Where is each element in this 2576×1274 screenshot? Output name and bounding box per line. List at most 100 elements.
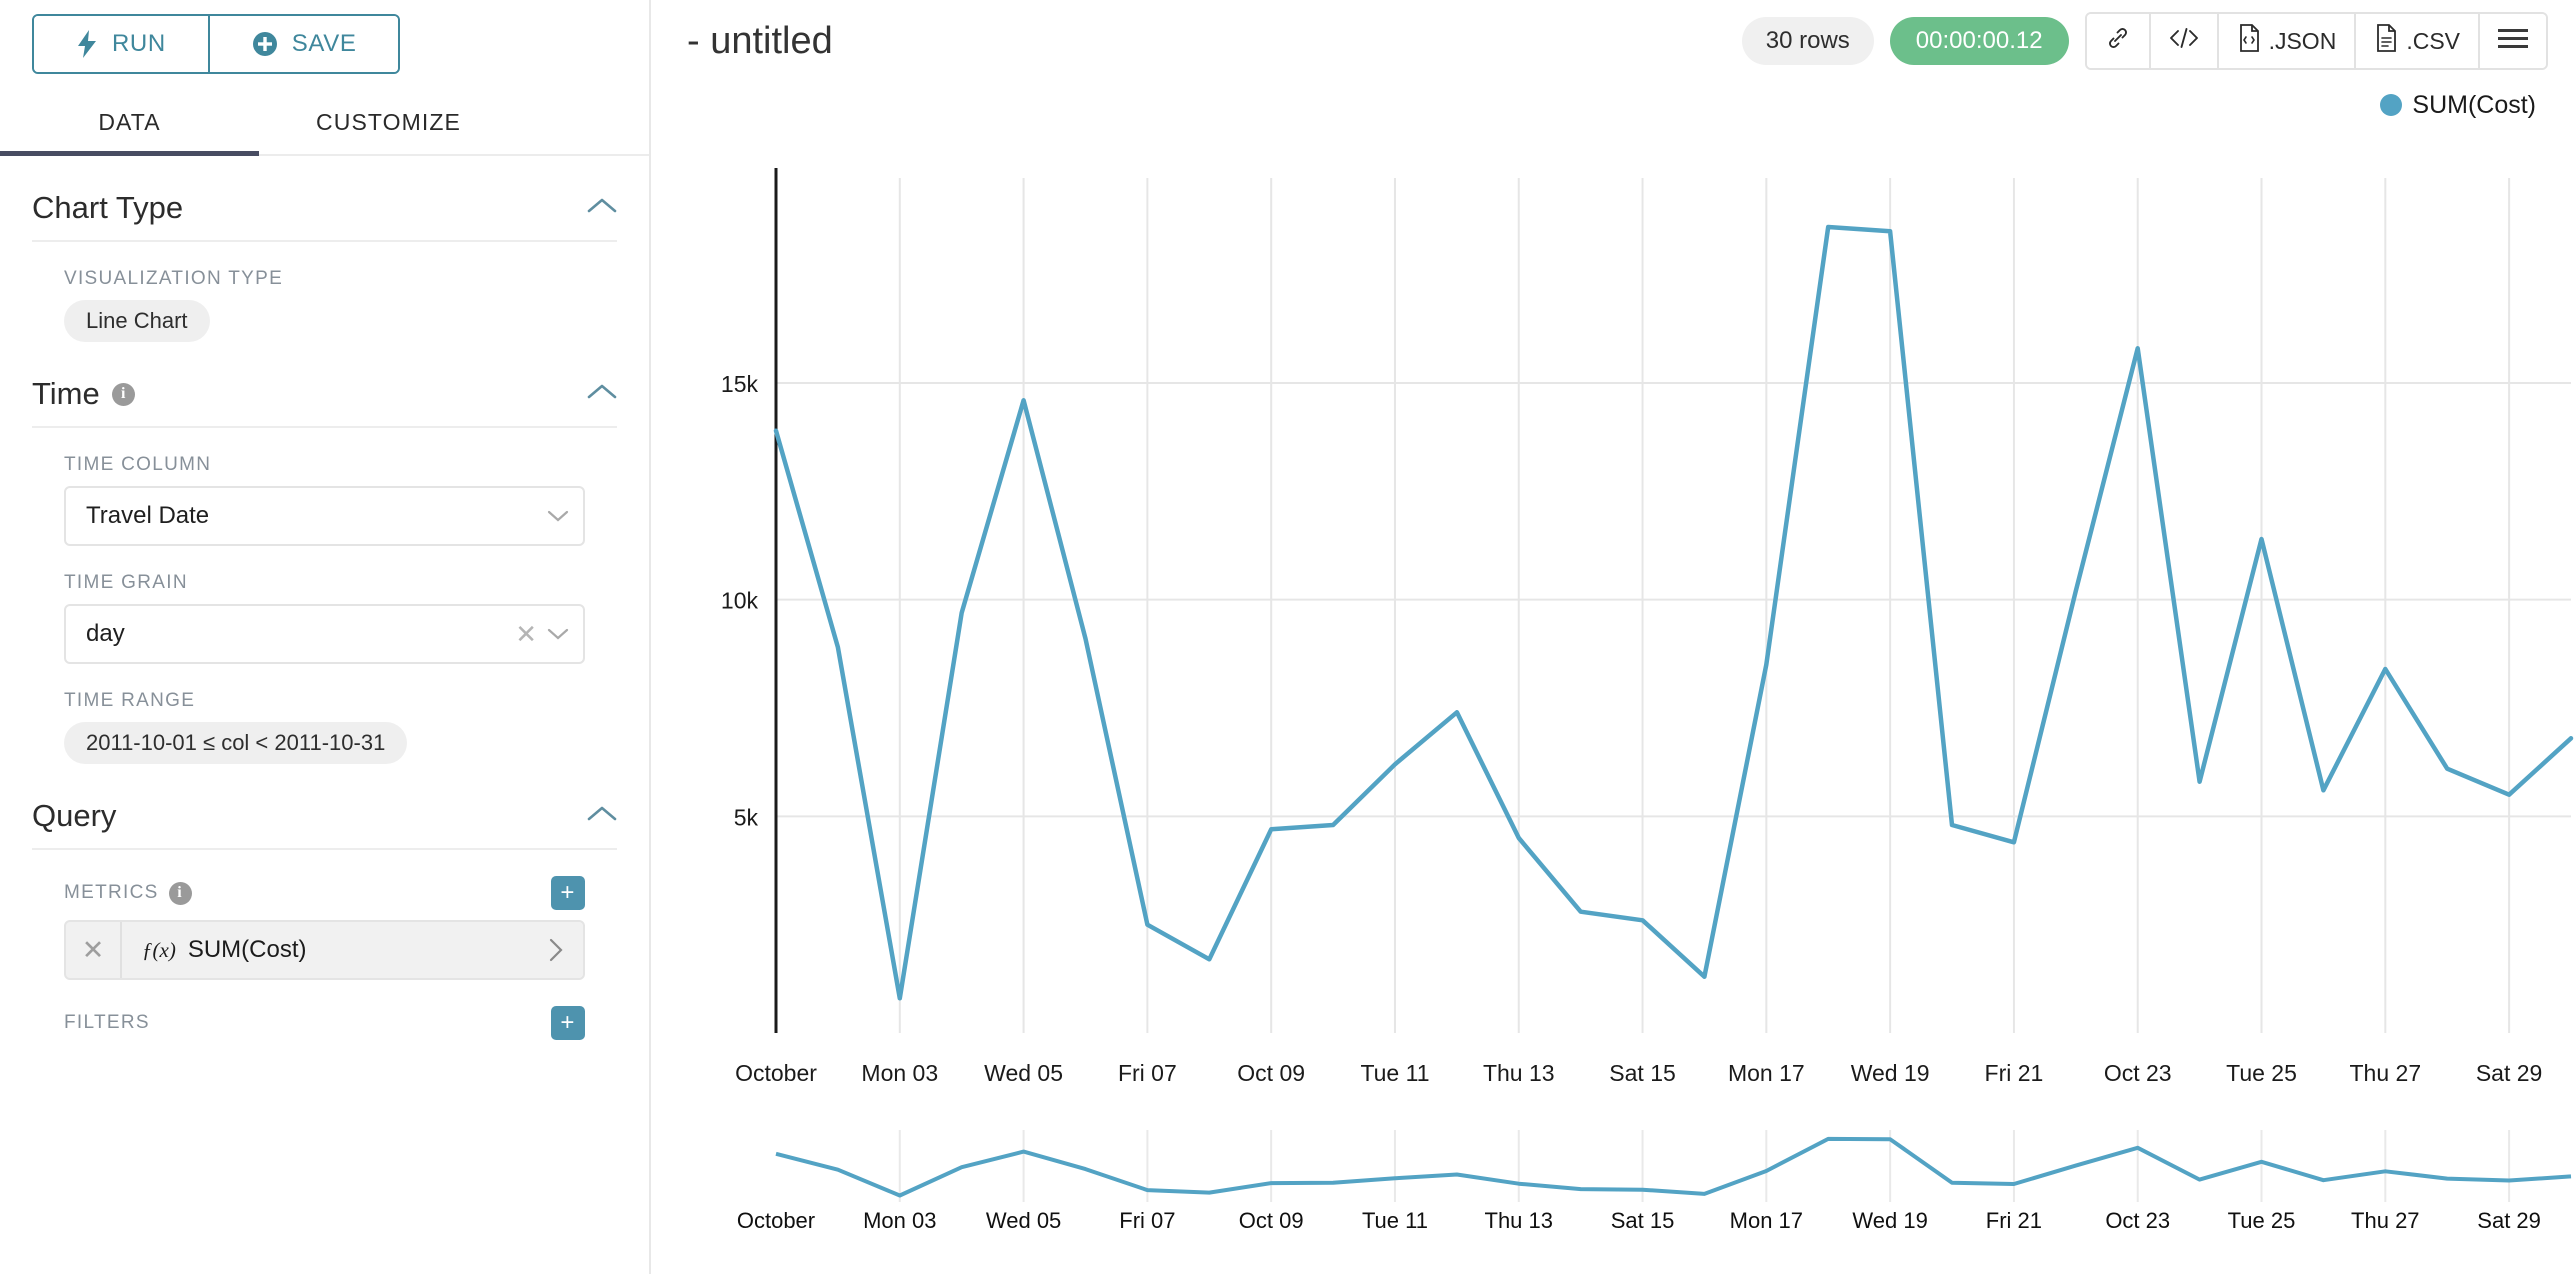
section-query-title: Query	[32, 798, 117, 833]
filters-label-row: FILTERS +	[64, 1006, 585, 1040]
x-axis-tick-label: October	[735, 1060, 817, 1086]
lightning-bolt-icon	[76, 30, 98, 58]
brush-x-axis-tick-label: Oct 23	[2105, 1208, 2170, 1233]
page-title[interactable]: - untitled	[687, 19, 833, 62]
x-axis-tick-label: Tue 25	[2226, 1060, 2297, 1086]
share-link-button[interactable]	[2086, 14, 2149, 68]
time-range-field: TIME RANGE 2011-10-01 ≤ col < 2011-10-31	[32, 664, 617, 764]
x-axis-tick-label: Oct 09	[1237, 1060, 1305, 1086]
export-json-button[interactable]: .JSON	[2216, 14, 2355, 68]
x-axis-tick-label: Sat 15	[1609, 1060, 1676, 1086]
run-button-label: RUN	[112, 30, 166, 57]
brush-x-axis-tick-label: October	[737, 1208, 815, 1233]
brush-x-axis-tick-label: Thu 13	[1485, 1208, 1554, 1233]
brush-mini-chart[interactable]: October Mon 03 Wed 05 Fri 07 Oct 09 Tue 11 Thu…	[651, 1128, 2576, 1245]
data-line-sum-cost[interactable]	[773, 224, 2574, 1001]
section-query-header[interactable]: Query	[32, 764, 617, 850]
export-csv-button[interactable]: .CSV	[2354, 14, 2478, 68]
metric-value: SUM(Cost)	[187, 936, 307, 963]
brush-x-axis-tick-label: Mon 17	[1730, 1208, 1803, 1233]
brush-x-axis-tick-label: Thu 27	[2351, 1208, 2420, 1233]
brush-chart-svg[interactable]: October Mon 03 Wed 05 Fri 07 Oct 09 Tue 11 Thu…	[651, 1128, 2576, 1240]
line-chart-plot[interactable]: 5k 10k 15k October Mon 03 Wed 05 Fri 07 Oct 09 T…	[651, 128, 2576, 1128]
filters-field: FILTERS +	[32, 980, 617, 1040]
info-icon[interactable]: i	[111, 382, 135, 406]
query-duration-badge: 00:00:00.12	[1889, 17, 2069, 65]
chart-header-actions: 30 rows 00:00:00.12	[1741, 12, 2548, 70]
filters-label: FILTERS	[64, 1012, 150, 1033]
clear-icon[interactable]: ✕	[515, 618, 537, 649]
section-chart-type-title: Chart Type	[32, 190, 184, 225]
time-column-select[interactable]: Travel Date	[64, 486, 585, 546]
brush-x-axis-tick-label: Mon 03	[863, 1208, 936, 1233]
legend-label: SUM(Cost)	[2412, 90, 2536, 119]
info-icon[interactable]: i	[168, 881, 192, 905]
remove-metric-icon[interactable]: ✕	[66, 922, 122, 978]
run-button[interactable]: RUN	[34, 16, 208, 72]
save-button-label: SAVE	[291, 30, 357, 57]
code-icon	[2169, 26, 2199, 56]
x-axis-tick-label: Fri 07	[1118, 1060, 1177, 1086]
brush-x-axis-tick-label: Sat 15	[1611, 1208, 1675, 1233]
tab-customize[interactable]: CUSTOMIZE	[259, 98, 518, 154]
brush-x-axis-tick-label: Fri 21	[1986, 1208, 2042, 1233]
chevron-right-icon[interactable]	[529, 922, 583, 978]
brush-x-axis-tick-label: Fri 07	[1119, 1208, 1175, 1233]
add-filter-button[interactable]: +	[551, 1006, 585, 1040]
time-grain-label: TIME GRAIN	[64, 572, 188, 593]
section-time-title: Time	[32, 376, 100, 411]
brush-data-line[interactable]	[775, 1136, 2572, 1198]
row-count-badge: 30 rows	[1741, 17, 1874, 65]
hamburger-menu-icon	[2498, 27, 2528, 55]
view-query-button[interactable]	[2148, 14, 2217, 68]
chevron-up-icon[interactable]	[587, 383, 617, 406]
tab-data[interactable]: DATA	[0, 98, 259, 156]
section-chart-type-header[interactable]: Chart Type	[32, 156, 617, 242]
chevron-up-icon[interactable]	[587, 805, 617, 828]
brush-x-axis-tick-label: Tue 11	[1362, 1208, 1428, 1233]
chevron-up-icon[interactable]	[587, 197, 617, 220]
y-axis-tick-label: 5k	[734, 804, 759, 830]
more-options-button[interactable]	[2478, 14, 2546, 68]
x-axis-tick-label: Mon 17	[1728, 1060, 1805, 1086]
y-axis-tick-label: 10k	[721, 588, 759, 614]
export-csv-label: .CSV	[2406, 27, 2460, 54]
x-axis-tick-label: Tue 11	[1360, 1060, 1429, 1086]
line-chart-svg[interactable]: 5k 10k 15k October Mon 03 Wed 05 Fri 07 Oct 09 T…	[651, 128, 2576, 1128]
plus-circle-icon	[252, 31, 278, 57]
export-json-label: .JSON	[2268, 27, 2337, 54]
visualization-type-value[interactable]: Line Chart	[64, 300, 210, 342]
chevron-down-icon[interactable]	[547, 620, 569, 648]
time-range-value[interactable]: 2011-10-01 ≤ col < 2011-10-31	[64, 722, 408, 764]
x-axis-tick-label: Mon 03	[861, 1060, 938, 1086]
tab-customize-label: CUSTOMIZE	[316, 109, 461, 135]
metric-label-wrap: ƒ(x) SUM(Cost)	[122, 936, 529, 964]
x-axis-tick-label: Thu 27	[2350, 1060, 2422, 1086]
panel-tabs: DATA CUSTOMIZE	[0, 98, 649, 156]
time-grain-select[interactable]: day ✕	[64, 604, 585, 664]
brush-x-axis-tick-label: Wed 19	[1852, 1208, 1927, 1233]
chevron-down-icon[interactable]	[547, 502, 569, 530]
add-metric-button[interactable]: +	[551, 876, 585, 910]
time-column-label-row: TIME COLUMN	[64, 454, 585, 476]
x-axis-tick-label: Thu 13	[1483, 1060, 1555, 1086]
time-grain-field: TIME GRAIN day ✕	[32, 546, 617, 664]
section-time-header[interactable]: Time i	[32, 342, 617, 428]
legend-color-swatch	[2380, 94, 2403, 116]
visualization-type-label-row: VISUALIZATION TYPE	[64, 268, 585, 290]
time-grain-label-row: TIME GRAIN	[64, 572, 585, 594]
time-range-label-row: TIME RANGE	[64, 690, 585, 712]
x-axis-tick-label: Wed 05	[984, 1060, 1063, 1086]
data-panel: Chart Type VISUALIZATION TYPE Line Chart…	[0, 156, 649, 1040]
save-button[interactable]: SAVE	[207, 16, 399, 72]
action-bar: RUN SAVE	[0, 0, 649, 74]
y-axis-tick-label: 15k	[721, 371, 759, 397]
x-axis-tick-label: Wed 19	[1851, 1060, 1930, 1086]
visualization-type-field: VISUALIZATION TYPE Line Chart	[32, 242, 617, 342]
json-file-icon	[2237, 24, 2261, 58]
brush-x-axis-tick-label: Sat 29	[2477, 1208, 2541, 1233]
chart-legend: SUM(Cost)	[651, 82, 2576, 128]
metric-item[interactable]: ✕ ƒ(x) SUM(Cost)	[64, 920, 585, 980]
time-column-label: TIME COLUMN	[64, 454, 212, 475]
